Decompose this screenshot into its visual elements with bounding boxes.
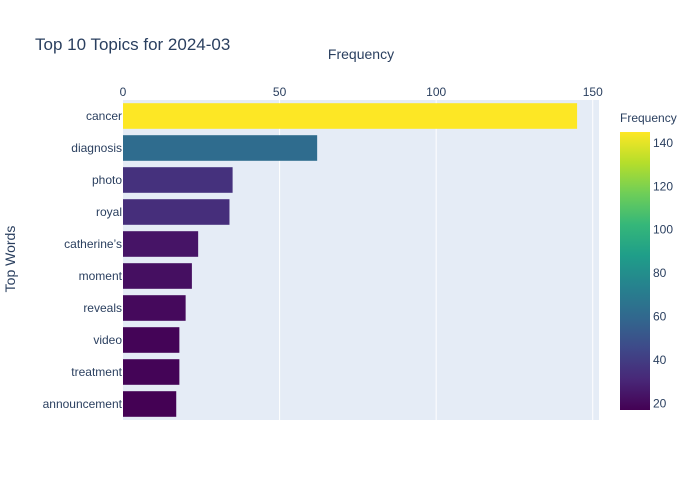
bar-1[interactable]	[123, 135, 318, 161]
y-axis-title: Top Words	[2, 226, 18, 293]
colorbar-tick-label: 120	[653, 179, 673, 193]
colorbar-tick-label: 100	[653, 223, 673, 237]
bar-2[interactable]	[123, 167, 233, 193]
category-label: reveals	[83, 301, 122, 315]
colorbar	[620, 132, 650, 410]
bar-9[interactable]	[123, 391, 177, 417]
category-label: catherine’s	[64, 237, 122, 251]
bar-3[interactable]	[123, 199, 230, 225]
category-label: diagnosis	[71, 141, 122, 155]
bar-5[interactable]	[123, 263, 192, 289]
colorbar-tick-label: 40	[653, 353, 667, 367]
y-axis-ticks: cancer diagnosis photo royal catherine’s mome…	[43, 109, 123, 411]
colorbar-title: Frequency	[620, 111, 677, 125]
bar-0[interactable]	[123, 103, 578, 129]
bars	[123, 103, 578, 417]
x-tick-label: 150	[583, 85, 603, 99]
chart-title: Top 10 Topics for 2024-03	[35, 35, 230, 54]
bar-6[interactable]	[123, 295, 186, 321]
bar-8[interactable]	[123, 359, 180, 385]
bar-4[interactable]	[123, 231, 199, 257]
category-label: royal	[96, 205, 122, 219]
category-label: video	[93, 333, 122, 347]
colorbar-tick-label: 140	[653, 136, 673, 150]
category-label: announcement	[43, 397, 123, 411]
x-axis-ticks: 0 50 100 150	[120, 85, 603, 99]
bar-7[interactable]	[123, 327, 180, 353]
colorbar-tick-label: 60	[653, 310, 667, 324]
category-label: photo	[92, 173, 122, 187]
x-tick-label: 50	[273, 85, 287, 99]
category-label: cancer	[86, 109, 122, 123]
colorbar-tick-label: 20	[653, 396, 667, 410]
colorbar-tick-label: 80	[653, 266, 667, 280]
colorbar-ticks: 20 40 60 80 100 120 140	[653, 136, 673, 411]
x-tick-label: 100	[426, 85, 446, 99]
category-label: treatment	[71, 365, 122, 379]
category-label: moment	[79, 269, 123, 283]
x-axis-title: Frequency	[328, 46, 394, 62]
x-tick-label: 0	[120, 85, 127, 99]
